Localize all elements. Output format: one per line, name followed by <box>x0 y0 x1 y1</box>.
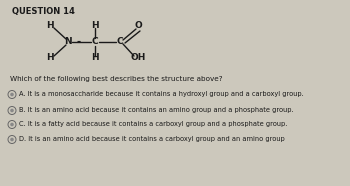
Text: B. It is an amino acid because it contains an amino group and a phosphate group.: B. It is an amino acid because it contai… <box>19 107 294 113</box>
Text: A. It is a monosaccharide because it contains a hydroxyl group and a carboxyl gr: A. It is a monosaccharide because it con… <box>19 91 304 97</box>
Text: Which of the following best describes the structure above?: Which of the following best describes th… <box>10 76 223 82</box>
Circle shape <box>10 109 14 112</box>
Circle shape <box>10 138 14 141</box>
Circle shape <box>10 123 14 126</box>
Circle shape <box>8 135 16 144</box>
Text: D. It is an amino acid because it contains a carboxyl group and an amino group: D. It is an amino acid because it contai… <box>19 136 285 142</box>
Circle shape <box>10 93 14 96</box>
Text: QUESTION 14: QUESTION 14 <box>12 7 75 16</box>
Circle shape <box>8 91 16 99</box>
Text: C: C <box>92 38 98 46</box>
Circle shape <box>8 121 16 129</box>
Text: H: H <box>91 54 99 62</box>
Text: -: - <box>77 37 81 47</box>
Circle shape <box>8 107 16 115</box>
Text: N: N <box>64 38 72 46</box>
Text: H: H <box>46 54 54 62</box>
Text: H: H <box>91 22 99 31</box>
Text: O: O <box>134 22 142 31</box>
Text: C: C <box>117 38 123 46</box>
Text: H: H <box>46 22 54 31</box>
Text: C. It is a fatty acid because it contains a carboxyl group and a phosphate group: C. It is a fatty acid because it contain… <box>19 121 287 127</box>
Text: OH: OH <box>130 54 146 62</box>
